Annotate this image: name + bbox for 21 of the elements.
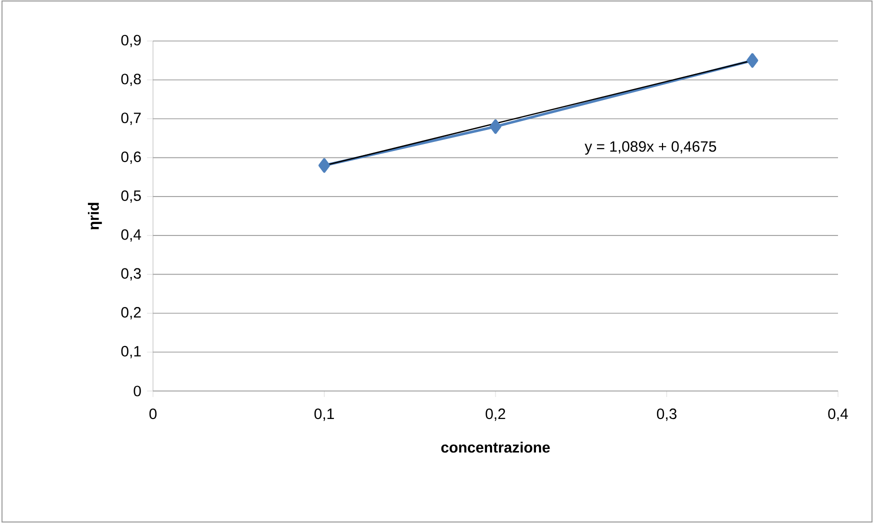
x-tick-label: 0,1 xyxy=(314,408,334,421)
y-tick-label: 0 xyxy=(134,386,141,396)
y-tick-label: 0,9 xyxy=(121,34,141,48)
y-tick-label: 0,5 xyxy=(121,190,141,203)
point xyxy=(318,158,330,173)
y-tick-label: 0,1 xyxy=(121,346,141,358)
y-tick-label: 0,7 xyxy=(121,112,141,125)
annotation: y = 1,089x + 0,4675 xyxy=(584,141,716,155)
x-axis-title: concentrazione xyxy=(441,442,550,453)
y-tick-label: 0,2 xyxy=(121,307,141,320)
point xyxy=(746,53,758,68)
x-tick-label: 0 xyxy=(149,408,157,420)
y-tick-label: 0,6 xyxy=(121,151,141,164)
y-tick-label: 0,8 xyxy=(121,74,141,86)
x-tick-label: 0,2 xyxy=(486,408,506,421)
point xyxy=(490,119,502,134)
y-tick-label: 0,4 xyxy=(121,229,142,242)
y-axis-title: ηrid xyxy=(88,202,102,230)
x-tick-label: 0,3 xyxy=(656,408,676,421)
y-tick-label: 0,3 xyxy=(121,268,141,280)
x-tick-label: 0,4 xyxy=(828,408,848,421)
